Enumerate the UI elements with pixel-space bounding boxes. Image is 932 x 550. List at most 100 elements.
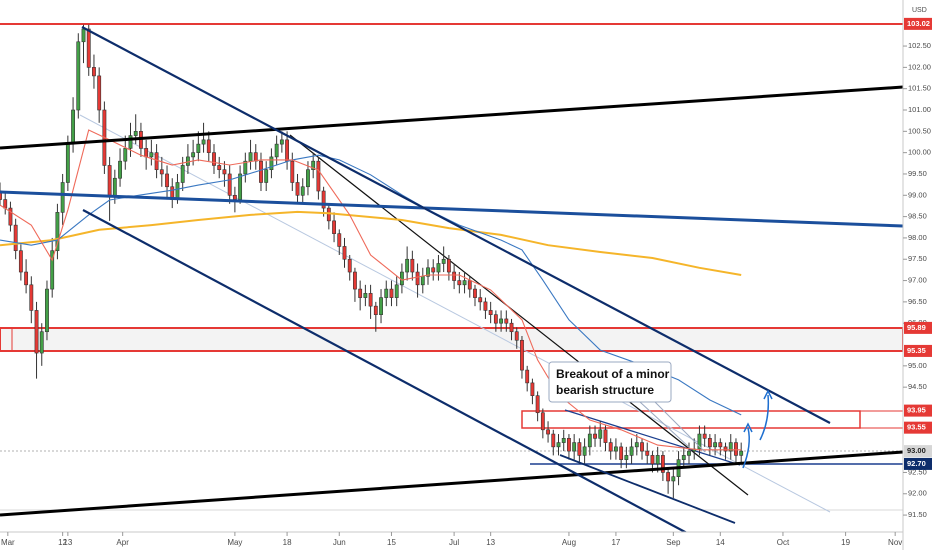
candle-body xyxy=(0,190,2,200)
candle-body xyxy=(608,442,613,452)
candle-body xyxy=(259,160,263,183)
candle-body xyxy=(191,152,196,158)
candle-body xyxy=(92,67,96,77)
candle-body xyxy=(300,186,305,196)
candle-body xyxy=(50,250,55,290)
candle-body xyxy=(175,182,180,200)
x-tick-label: 18 xyxy=(283,538,292,547)
arrow-head xyxy=(743,422,753,433)
candle-body xyxy=(520,339,524,371)
candle-body xyxy=(238,173,243,200)
candle-body xyxy=(180,165,185,183)
candle-body xyxy=(739,450,744,456)
candle-body xyxy=(248,152,253,162)
y-tick-label: 97.00 xyxy=(908,276,927,285)
candle-body xyxy=(671,476,676,482)
x-tick-label: 13 xyxy=(486,538,495,547)
y-tick-label: 100.00 xyxy=(908,148,931,157)
candle-body xyxy=(201,139,206,145)
currency: USD xyxy=(912,7,927,14)
candle-body xyxy=(311,160,316,171)
candle-body xyxy=(149,152,154,158)
candle-body xyxy=(540,412,545,431)
price-label: 95.35 xyxy=(907,346,926,355)
candle-body xyxy=(332,220,336,234)
x-tick-label: Aug xyxy=(562,538,576,547)
callout-pointer xyxy=(654,401,706,453)
x-tick-label: 13 xyxy=(63,538,72,547)
candle-body xyxy=(467,280,472,290)
annotation-line: bearish structure xyxy=(556,383,654,397)
y-tick-label: 102.50 xyxy=(908,41,931,50)
candle-body xyxy=(561,438,566,443)
x-tick-label: Jul xyxy=(449,538,459,547)
candle-body xyxy=(556,442,561,448)
candle-body xyxy=(29,284,34,311)
candle-body xyxy=(655,455,660,465)
price-label-bg xyxy=(904,445,932,458)
candle-body xyxy=(112,177,117,196)
price-label-bg xyxy=(904,404,932,417)
price-label: 95.89 xyxy=(907,323,926,332)
candle-body xyxy=(269,156,274,171)
y-tick-label: 97.50 xyxy=(908,254,927,263)
candle-body xyxy=(436,263,441,273)
candle-body xyxy=(462,280,467,286)
candle-body xyxy=(629,446,634,456)
y-tick-label: 92.00 xyxy=(908,489,927,498)
candle-body xyxy=(45,288,49,333)
arrow-head xyxy=(763,389,773,400)
trendline-thin xyxy=(79,114,831,513)
candle-body xyxy=(530,382,535,396)
candle-body xyxy=(227,173,232,196)
candle-body xyxy=(321,190,326,209)
candle-body xyxy=(118,160,122,179)
price-label: 93.55 xyxy=(907,423,926,432)
candle-body xyxy=(285,139,289,162)
candle-body xyxy=(86,28,91,68)
price-label-bg xyxy=(904,457,932,470)
candle-body xyxy=(551,433,556,448)
candle-body xyxy=(232,194,237,200)
candle-body xyxy=(598,429,603,439)
candle-body xyxy=(426,267,430,277)
candle-body xyxy=(546,429,550,435)
x-tick-label: Oct xyxy=(777,538,790,547)
candle-body xyxy=(279,139,284,145)
candle-body xyxy=(24,271,29,286)
candle-body xyxy=(687,450,691,456)
candle-body xyxy=(577,442,582,456)
x-tick-label: Apr xyxy=(116,538,129,547)
candle-body xyxy=(645,450,650,456)
candle-body xyxy=(713,442,718,448)
candle-body xyxy=(18,250,23,273)
candle-body xyxy=(65,143,70,183)
price-label: 92.70 xyxy=(907,459,926,468)
x-tick-label: 19 xyxy=(841,538,850,547)
candle-body xyxy=(363,293,368,298)
candle-body xyxy=(718,442,723,448)
candle-body xyxy=(734,442,738,456)
moving-averages xyxy=(0,129,742,451)
candle-body xyxy=(39,331,44,354)
candle-body xyxy=(431,267,436,273)
candle-body xyxy=(619,446,624,460)
y-tick-label: 100.50 xyxy=(908,126,931,135)
price-label-bg xyxy=(904,421,932,434)
candle-body xyxy=(123,148,128,162)
candle-body xyxy=(290,160,295,183)
arrow xyxy=(759,394,770,441)
candle-body xyxy=(295,182,300,196)
candle-body xyxy=(306,169,310,188)
candle-body xyxy=(582,446,587,456)
candle-body xyxy=(567,438,571,452)
price-label: 93.95 xyxy=(907,406,926,415)
candle-body xyxy=(405,258,410,273)
breakout-zone xyxy=(521,410,861,429)
price-label: 93.00 xyxy=(907,446,926,455)
candle-body xyxy=(222,169,227,175)
candle-body xyxy=(483,301,488,311)
y-tick-label: 92.50 xyxy=(908,467,927,476)
candle-body xyxy=(525,369,530,384)
